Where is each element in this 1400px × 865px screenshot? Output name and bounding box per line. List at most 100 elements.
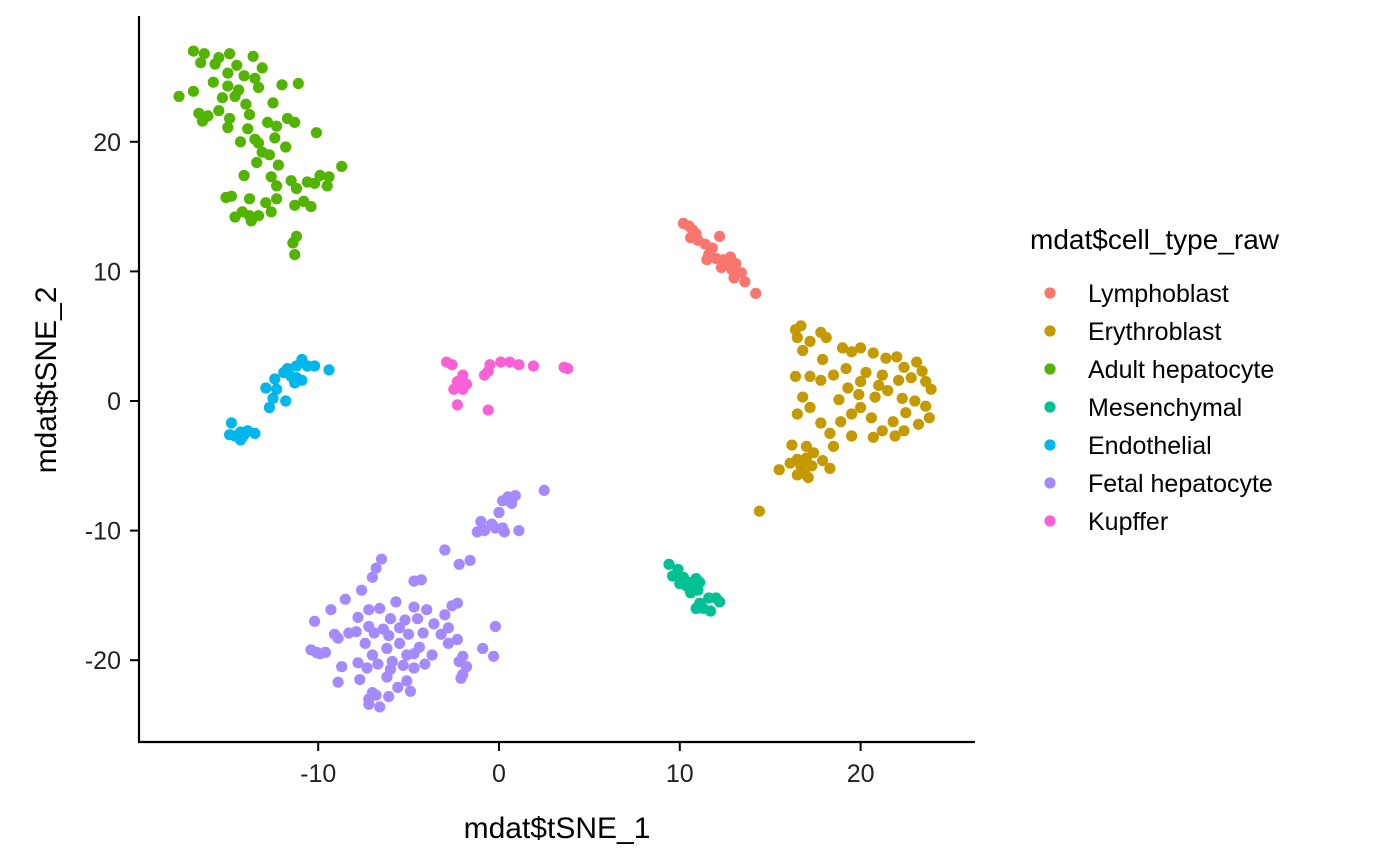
point-erythroblast-19: [815, 374, 827, 386]
point-erythroblast-53: [889, 430, 901, 442]
point-adult-hepatocyte-27: [224, 112, 236, 125]
legend-title: mdat$cell_type_raw: [1030, 224, 1280, 255]
point-erythroblast-10: [855, 342, 867, 354]
y-axis-title: mdat$tSNE_2: [30, 287, 63, 474]
point-fetal-hepatocyte-67: [477, 642, 489, 655]
point-fetal-hepatocyte-52: [489, 620, 501, 633]
point-fetal-hepatocyte-54: [359, 637, 371, 650]
point-erythroblast-12: [880, 352, 892, 364]
point-fetal-hepatocyte-73: [397, 659, 409, 672]
point-erythroblast-34: [882, 385, 894, 397]
point-fetal-hepatocyte-85: [455, 672, 467, 684]
point-fetal-hepatocyte-91: [383, 690, 395, 703]
point-fetal-hepatocyte-23: [339, 593, 351, 605]
point-fetal-hepatocyte-82: [354, 674, 366, 686]
point-erythroblast-54: [867, 431, 879, 443]
y-tick-label-3: 10: [93, 258, 121, 286]
point-kupffer-15: [448, 383, 460, 395]
point-erythroblast-3: [804, 335, 816, 347]
point-fetal-hepatocyte-13: [498, 526, 510, 538]
point-kupffer-17: [482, 404, 494, 416]
legend: mdat$cell_type_raw Lymphoblast Erythrobla…: [1030, 224, 1280, 536]
point-fetal-hepatocyte-87: [392, 681, 404, 694]
point-erythroblast-65: [806, 460, 818, 472]
point-fetal-hepatocyte-47: [368, 627, 380, 639]
point-erythroblast-33: [869, 391, 881, 403]
point-fetal-hepatocyte-77: [336, 661, 348, 673]
legend-key-kupffer: [1044, 515, 1056, 527]
point-adult-hepatocyte-30: [196, 115, 209, 127]
point-mesenchymal-11: [685, 587, 697, 599]
point-erythroblast-35: [896, 392, 908, 404]
legend-label-kupffer: Kupffer: [1088, 508, 1168, 536]
point-adult-hepatocyte-1: [198, 48, 210, 60]
point-kupffer-11: [482, 365, 494, 377]
points-layer: [173, 45, 937, 713]
point-adult-hepatocyte-22: [240, 98, 252, 110]
point-erythroblast-70: [802, 471, 814, 484]
point-adult-hepatocyte-63: [305, 201, 317, 213]
point-adult-hepatocyte-32: [242, 123, 254, 135]
point-adult-hepatocyte-29: [262, 116, 274, 128]
point-adult-hepatocyte-40: [280, 141, 292, 153]
point-fetal-hepatocyte-48: [383, 630, 395, 642]
point-erythroblast-27: [925, 383, 937, 395]
point-fetal-hepatocyte-49: [403, 628, 415, 640]
point-fetal-hepatocyte-41: [394, 622, 406, 634]
point-fetal-hepatocyte-10: [513, 525, 525, 537]
x-tick-label-0: -10: [300, 760, 336, 788]
point-adult-hepatocyte-7: [231, 59, 243, 71]
point-adult-hepatocyte-58: [220, 191, 232, 204]
x-tick-label-3: 20: [847, 760, 875, 788]
point-erythroblast-47: [824, 427, 836, 439]
point-endothelial-16: [263, 401, 275, 414]
point-fetal-hepatocyte-93: [374, 701, 386, 713]
point-fetal-hepatocyte-68: [488, 650, 500, 662]
point-erythroblast-22: [860, 366, 872, 379]
point-adult-hepatocyte-45: [272, 159, 284, 171]
point-fetal-hepatocyte-43: [442, 622, 454, 634]
point-fetal-hepatocyte-12: [478, 525, 491, 537]
legend-key-erythroblast: [1044, 325, 1056, 337]
point-adult-hepatocyte-52: [323, 171, 335, 183]
point-adult-hepatocyte-4: [247, 50, 259, 62]
point-endothelial-14: [267, 392, 279, 404]
point-erythroblast-29: [855, 376, 867, 388]
point-lymphoblast-18: [739, 276, 751, 288]
point-erythroblast-66: [817, 455, 829, 467]
point-adult-hepatocyte-26: [213, 105, 225, 117]
point-erythroblast-44: [855, 401, 867, 414]
y-tick-label-2: 0: [107, 388, 121, 416]
point-adult-hepatocyte-16: [252, 81, 265, 93]
legend-label-endothelial: Endothelial: [1088, 432, 1212, 460]
point-adult-hepatocyte-61: [289, 199, 301, 211]
point-adult-hepatocyte-59: [243, 193, 256, 205]
x-axis-title: mdat$tSNE_1: [464, 812, 651, 845]
point-adult-hepatocyte-9: [222, 67, 234, 79]
ticks: -10 0 10 20 -20 -10 0 10 20: [85, 129, 875, 788]
point-erythroblast-50: [797, 391, 809, 403]
point-fetal-hepatocyte-32: [439, 609, 451, 621]
point-adult-hepatocyte-47: [265, 171, 277, 183]
point-fetal-hepatocyte-0: [538, 484, 550, 496]
point-fetal-hepatocyte-60: [319, 646, 331, 659]
point-erythroblast-20: [827, 369, 840, 381]
point-adult-hepatocyte-54: [336, 160, 348, 172]
point-adult-hepatocyte-46: [238, 169, 250, 182]
point-erythroblast-46: [835, 416, 847, 428]
point-fetal-hepatocyte-3: [497, 495, 509, 507]
legend-label-lymphoblast: Lymphoblast: [1088, 280, 1229, 308]
point-erythroblast-58: [786, 439, 798, 451]
point-fetal-hepatocyte-21: [408, 575, 420, 587]
point-fetal-hepatocyte-26: [325, 604, 337, 616]
point-endothelial-17: [225, 417, 237, 429]
point-erythroblast-60: [800, 452, 813, 464]
point-erythroblast-42: [876, 425, 888, 437]
point-fetal-hepatocyte-69: [310, 646, 322, 659]
point-fetal-hepatocyte-94: [363, 698, 375, 710]
point-fetal-hepatocyte-6: [475, 515, 487, 528]
point-fetal-hepatocyte-5: [493, 506, 505, 519]
point-endothelial-23: [224, 429, 236, 441]
point-adult-hepatocyte-20: [216, 92, 228, 104]
point-erythroblast-38: [923, 412, 935, 424]
